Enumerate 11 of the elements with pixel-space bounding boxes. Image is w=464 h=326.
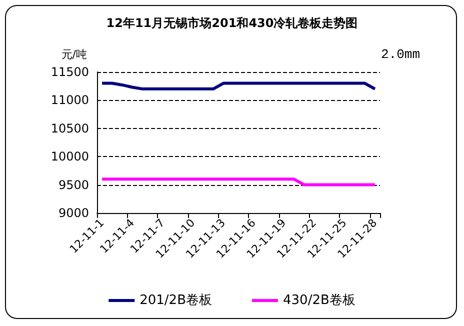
- y-tick-label: 11500: [50, 65, 89, 79]
- y-axis-title: 元/吨: [61, 48, 87, 61]
- y-tick-label: 9500: [58, 178, 89, 192]
- y-tick-label: 10000: [50, 150, 89, 164]
- chart-title: 12年11月无锡市场201和430冷轧卷板走势图: [106, 16, 358, 30]
- legend-label: 430/2B卷板: [283, 293, 356, 308]
- text: 2.0mm: [380, 47, 420, 62]
- legend-label: 201/2B卷板: [140, 293, 212, 308]
- y-tick-label: 9000: [58, 206, 89, 220]
- y-tick-label: 11000: [50, 93, 89, 108]
- y-tick-label: 10500: [50, 121, 89, 136]
